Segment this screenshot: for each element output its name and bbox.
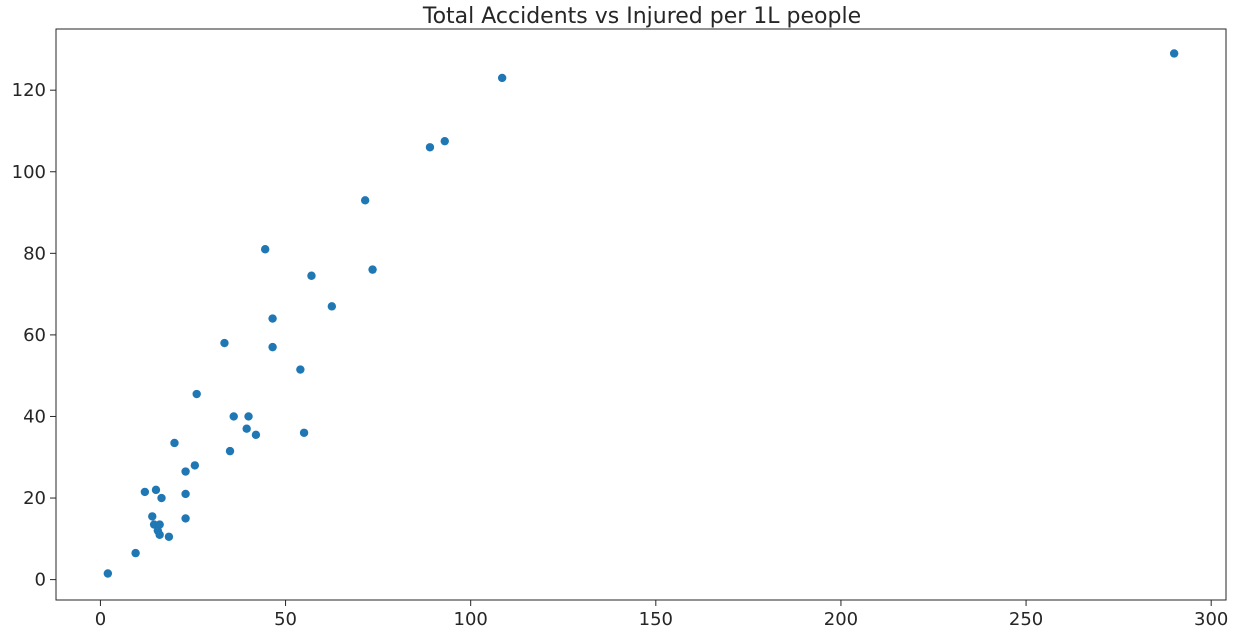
y-tick-label: 120 [12,80,46,101]
x-tick-label: 100 [454,609,488,630]
data-point [148,512,157,521]
chart-title: Total Accidents vs Injured per 1L people [422,4,861,29]
data-points [103,49,1179,578]
x-tick-label: 200 [824,609,858,630]
data-point [151,485,161,495]
data-point [360,196,370,205]
data-point [155,520,164,529]
x-tick-label: 0 [95,609,106,630]
x-tick-label: 300 [1194,609,1228,630]
data-point [164,532,174,541]
data-point [268,314,277,323]
data-point [131,548,140,558]
data-point [251,430,261,440]
data-point [103,569,113,578]
x-tick-label: 150 [639,609,673,630]
data-point [225,446,235,456]
y-tick-label: 60 [23,325,46,346]
x-axis: 0 50 100 150 200 250 300 [95,600,1228,630]
data-point [170,438,179,448]
data-point [220,338,229,348]
data-point [155,530,164,539]
y-tick-label: 80 [23,243,46,264]
plot-area [55,28,1227,601]
y-tick-label: 100 [12,162,46,183]
data-point [260,245,270,254]
y-axis: 0 20 40 60 80 100 120 [12,80,56,591]
y-tick-label: 20 [23,488,46,509]
x-tick-label: 250 [1009,609,1043,630]
data-point [244,412,253,421]
data-point [181,514,190,523]
data-point [190,461,200,470]
x-tick-label: 50 [274,609,297,630]
data-point [192,389,201,399]
y-tick-label: 40 [23,406,46,427]
data-point [497,73,507,83]
data-point [425,143,435,152]
data-point [242,424,251,433]
data-point [181,489,190,499]
y-tick-label: 0 [35,570,46,591]
data-point [140,487,150,497]
data-point [440,136,449,146]
data-point [181,467,190,476]
data-point [307,271,316,280]
data-point [368,265,377,274]
data-point [268,342,277,352]
data-point [157,493,166,503]
data-point [296,365,305,374]
data-point [229,412,238,421]
data-point [327,302,337,311]
data-point [1169,49,1179,58]
data-point [299,428,309,437]
